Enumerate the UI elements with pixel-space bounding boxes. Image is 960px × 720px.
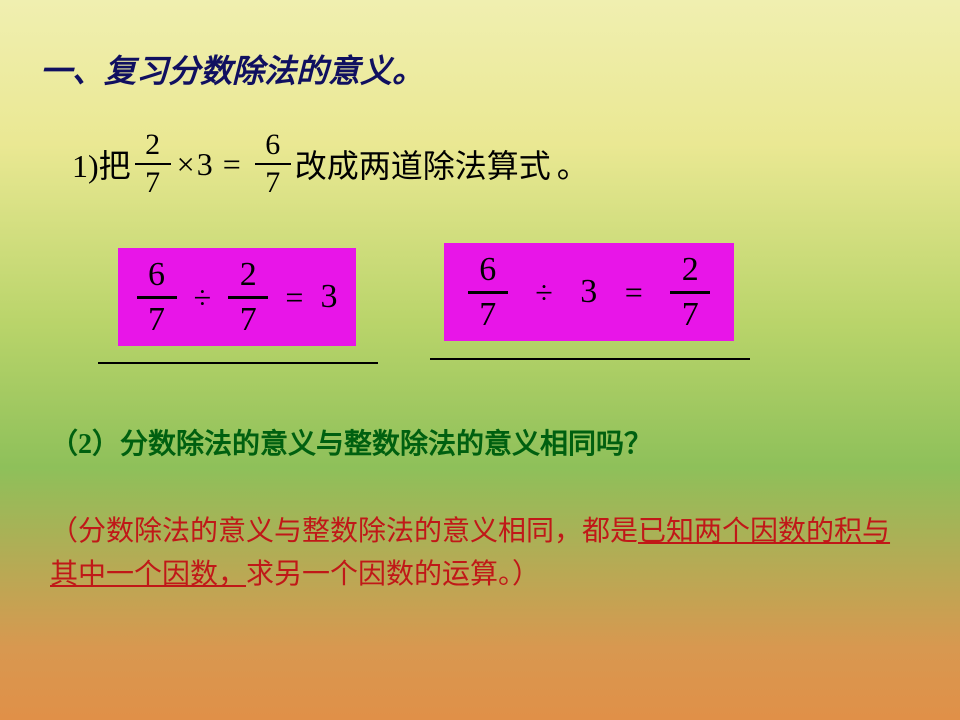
p1-tail: 改成两道除法算式 — [295, 141, 551, 187]
frac-den: 7 — [148, 303, 165, 337]
frac-num: 6 — [148, 258, 165, 292]
frac-den: 7 — [145, 168, 160, 198]
mb2-div: ÷ — [535, 274, 553, 311]
frac-num: 6 — [265, 130, 280, 160]
p1-eq: = — [223, 146, 241, 183]
equation-box-2: 6 7 ÷ 3 = 2 7 — [444, 243, 734, 341]
mb1-frac-a: 6 7 — [137, 258, 177, 337]
ans-pre: （分数除法的意义与整数除法的意义相同，都是 — [50, 516, 638, 547]
frac-bar — [468, 291, 508, 294]
frac-bar — [135, 163, 171, 165]
answer-text: （分数除法的意义与整数除法的意义相同，都是已知两个因数的积与其中一个因数，求另一… — [50, 510, 910, 597]
frac-den: 7 — [682, 298, 699, 332]
mb1-eq: = — [285, 279, 303, 316]
equation-box-1: 6 7 ÷ 2 7 = 3 — [118, 248, 356, 346]
mb1-result: 3 — [320, 278, 337, 316]
p1-three: 3 — [197, 146, 213, 183]
mb2-frac-a: 6 7 — [468, 253, 508, 332]
underline-2 — [430, 358, 750, 360]
p1-frac-2-7: 2 7 — [135, 130, 171, 198]
mb1-frac-b: 2 7 — [228, 258, 268, 337]
p1-lead: 1)把 — [72, 141, 131, 187]
frac-bar — [670, 291, 710, 294]
problem-1-row: 1)把 2 7 × 3 = 6 7 改成两道除法算式 。 — [72, 130, 589, 198]
mb2-eq: = — [625, 274, 643, 311]
frac-den: 7 — [240, 303, 257, 337]
frac-bar — [137, 296, 177, 299]
section-title: 一、复习分数除法的意义。 — [40, 46, 424, 92]
p1-period: 。 — [557, 141, 589, 187]
frac-num: 2 — [240, 258, 257, 292]
frac-den: 7 — [479, 298, 496, 332]
frac-den: 7 — [265, 168, 280, 198]
slide: 一、复习分数除法的意义。 1)把 2 7 × 3 = 6 7 改成两道除法算式 … — [0, 0, 960, 720]
frac-bar — [228, 296, 268, 299]
mb1-div: ÷ — [194, 279, 212, 316]
frac-bar — [255, 163, 291, 165]
p1-frac-6-7: 6 7 — [255, 130, 291, 198]
question-2: （2）分数除法的意义与整数除法的意义相同吗？ — [50, 422, 652, 462]
frac-num: 2 — [145, 130, 160, 160]
mb2-frac-r: 2 7 — [670, 253, 710, 332]
frac-num: 6 — [479, 253, 496, 287]
p1-times: × — [177, 146, 195, 183]
ans-post: 求另一个因数的运算。） — [246, 559, 540, 590]
frac-num: 2 — [682, 253, 699, 287]
underline-1 — [98, 362, 378, 364]
mb2-b: 3 — [580, 273, 597, 311]
